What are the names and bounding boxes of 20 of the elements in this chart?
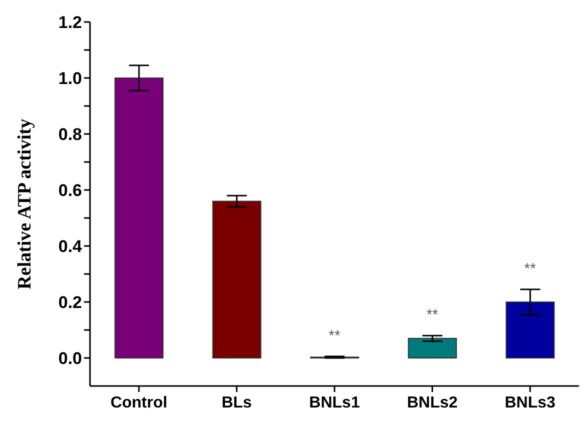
- y-tick-label: 1.2: [58, 13, 82, 32]
- y-tick-label: 0.8: [58, 125, 82, 144]
- y-tick-label: 0.2: [58, 293, 82, 312]
- y-tick-label: 0.4: [58, 237, 83, 256]
- annotation: **: [524, 260, 536, 278]
- x-tick-label: BNLs1: [309, 394, 360, 412]
- x-tick-label: BNLs2: [406, 394, 458, 412]
- annotation: **: [328, 327, 340, 344]
- bar: [506, 302, 555, 358]
- bar: [212, 200, 262, 358]
- x-tick-label: BNLs3: [504, 394, 556, 412]
- bar: [408, 338, 457, 358]
- y-tick-label: 1.0: [58, 69, 82, 88]
- y-tick-label: 0.0: [58, 349, 82, 368]
- y-axis-title: Relative ATP activity: [14, 118, 36, 290]
- x-tick-label: BLs: [222, 394, 252, 412]
- x-tick-label: Control: [110, 394, 168, 412]
- annotation: **: [426, 306, 438, 324]
- y-tick-label: 0.6: [58, 181, 82, 200]
- bar: [114, 78, 164, 358]
